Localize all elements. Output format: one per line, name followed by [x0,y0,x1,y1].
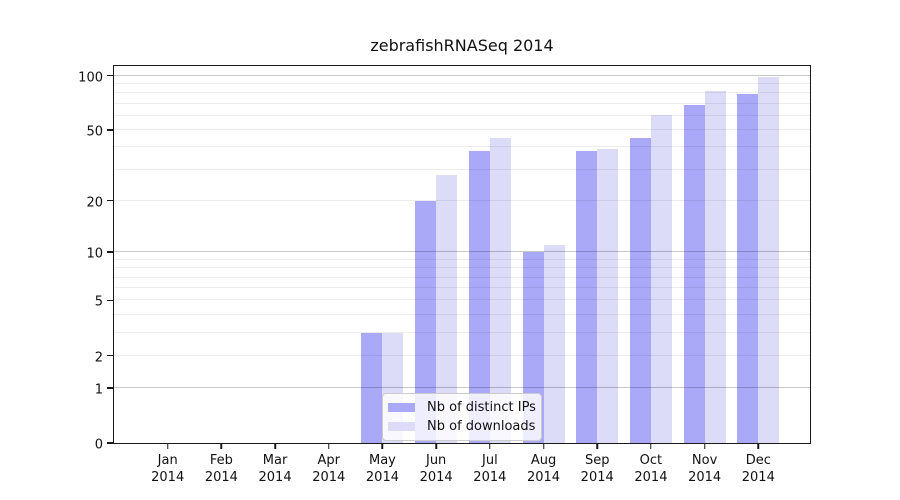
x-tick-month: Jan [157,453,178,468]
x-tick-year: 2014 [365,470,399,485]
y-tick [107,199,113,202]
x-tick-label: Dec 2014 [742,452,775,486]
bar-may-distinct-ips [361,332,383,443]
bar-sep-distinct-ips [576,151,598,443]
x-tick [435,444,437,449]
x-tick-month: Dec [745,453,771,468]
gridline-minor [114,83,810,85]
x-tick-month: Jun [425,453,447,468]
gridline-major [114,74,810,76]
y-tick-label: 1 [94,382,103,398]
bar-dec-distinct-ips [737,94,759,443]
x-tick-label: Oct 2014 [634,452,667,486]
x-tick-label: Apr 2014 [312,452,345,486]
x-tick-month: Feb [209,453,233,468]
x-tick-label: Jan 2014 [151,452,184,486]
x-tick-label: Mar 2014 [259,452,292,486]
plot-inner [114,66,810,443]
bar-jun-distinct-ips [415,200,437,443]
bar-oct-downloads [650,114,672,443]
x-tick-year: 2014 [580,470,614,485]
y-tick [107,354,113,357]
bar-jul-downloads [489,138,511,443]
x-tick [328,444,330,449]
y-tick-label: 10 [86,246,103,262]
bar-oct-distinct-ips [629,138,651,443]
chart-title: zebrafishRNASeq 2014 [370,36,554,55]
x-tick [542,444,545,449]
x-tick-year: 2014 [741,470,775,485]
y-tick-label: 100 [78,70,103,86]
y-tick [107,129,113,131]
y-tick-label: 0 [94,437,103,453]
x-tick-month: Jul [482,453,498,468]
x-tick [489,444,491,449]
bar-jun-downloads [436,175,458,443]
x-tick [596,444,598,449]
bar-sep-downloads [597,149,619,443]
x-tick-label: Sep 2014 [581,452,614,486]
legend-swatch-downloads [388,422,415,431]
legend-row: Nb of distinct IPs [388,398,536,417]
bar-jul-distinct-ips [468,151,490,443]
x-tick-year: 2014 [634,470,668,485]
x-tick-year: 2014 [688,470,722,485]
legend: Nb of distinct IPs Nb of downloads [382,393,542,441]
x-tick [220,444,223,449]
x-tick-month: Apr [317,453,341,468]
x-tick-label: Jun 2014 [420,452,453,486]
x-tick-year: 2014 [473,470,507,485]
x-tick-month: May [369,453,396,468]
x-tick-year: 2014 [258,470,292,485]
plot-area: Jan 2014 Feb 2014 Mar 2014 Apr 2014 May 2014 Jun 20… [78,65,811,485]
y-tick-label: 50 [86,124,103,140]
x-tick-year: 2014 [526,470,561,485]
x-tick-month: Nov [691,453,718,468]
legend-label-downloads: Nb of downloads [427,419,536,434]
legend-label-distinct-ips: Nb of distinct IPs [427,400,536,415]
bar-nov-distinct-ips [683,104,705,443]
y-tick [107,251,113,253]
x-tick-month: Oct [639,453,663,468]
x-tick [757,444,760,449]
bar-nov-downloads [704,91,726,443]
x-tick [381,444,384,449]
x-tick-label: Jul 2014 [473,452,506,486]
x-tick-year: 2014 [151,470,185,485]
x-tick-month: Mar [262,453,288,468]
x-tick-month: Sep [584,453,610,468]
x-tick-label: Feb 2014 [205,452,238,486]
y-tick [107,74,113,77]
bar-dec-downloads [758,77,780,443]
y-tick [107,299,113,302]
y-tick-label: 5 [94,294,103,310]
x-tick [166,444,169,449]
legend-swatch-distinct-ips [388,403,415,412]
bar-aug-downloads [543,245,565,443]
legend-row: Nb of downloads [388,417,535,436]
y-tick-label: 2 [94,350,103,366]
y-tick [107,442,113,444]
x-tick [274,444,276,449]
x-tick-label: May 2014 [366,452,399,486]
x-tick-label: Nov 2014 [688,452,721,486]
x-tick-month: Aug [530,453,557,468]
x-tick-year: 2014 [204,470,238,485]
x-tick-year: 2014 [312,470,346,485]
x-tick-year: 2014 [419,470,453,485]
y-tick [107,387,113,389]
x-tick [650,444,652,449]
y-tick-label: 20 [86,195,103,211]
x-tick [703,444,706,449]
x-tick-label: Aug 2014 [527,452,560,486]
